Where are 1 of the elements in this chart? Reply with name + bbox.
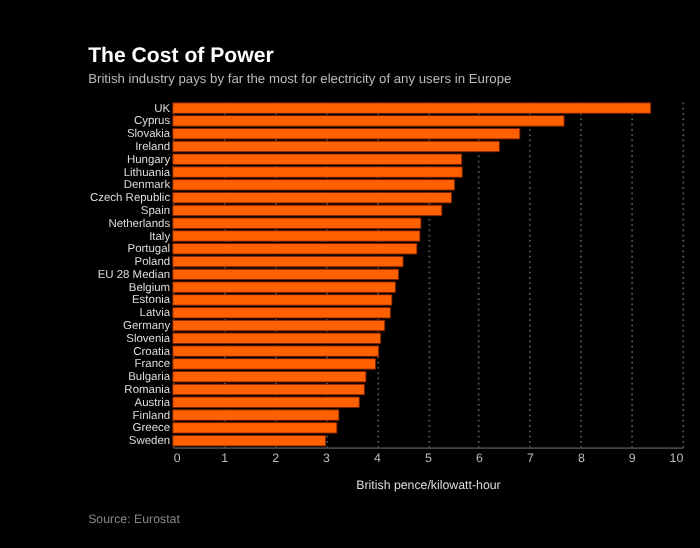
chart-title: The Cost of Power [88, 43, 274, 68]
